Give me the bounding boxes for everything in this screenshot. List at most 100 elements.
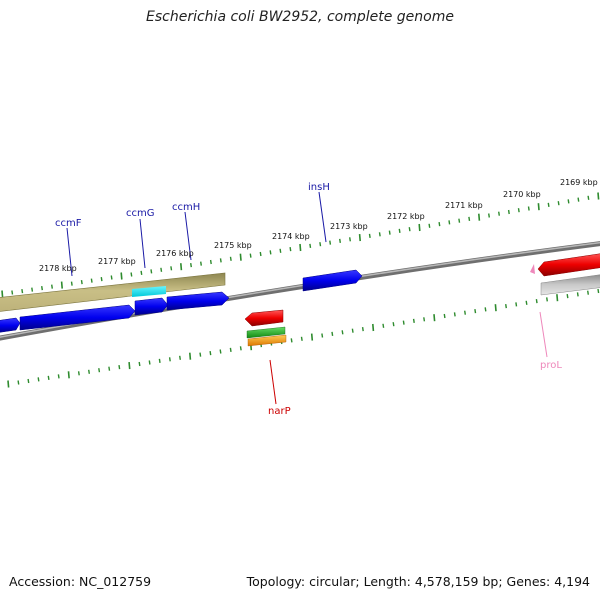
outer-track-major-tick bbox=[299, 243, 302, 252]
outer-track-major-tick bbox=[358, 234, 361, 242]
inner-track-minor-tick bbox=[351, 328, 354, 333]
inner-track-minor-tick bbox=[546, 297, 548, 302]
inner-track-major-tick bbox=[372, 323, 375, 332]
inner-track-minor-tick bbox=[402, 320, 405, 325]
ruler-label-2171: 2171 kbp bbox=[445, 201, 483, 210]
gene-blue-small-left[interactable] bbox=[0, 317, 21, 333]
outer-track-minor-tick bbox=[11, 290, 14, 295]
coordinate-tick-track-inner bbox=[7, 288, 600, 388]
gene-insH-blue[interactable] bbox=[302, 269, 363, 292]
outer-track-major-tick bbox=[180, 263, 183, 271]
ruler-label-2170: 2170 kbp bbox=[503, 190, 541, 199]
outer-track-minor-tick bbox=[269, 250, 272, 255]
gene-narP-green[interactable] bbox=[246, 326, 286, 339]
inner-track-minor-tick bbox=[98, 368, 101, 373]
inner-track-minor-tick bbox=[412, 318, 415, 324]
gene-proL-marker[interactable] bbox=[530, 264, 535, 274]
ruler-label-2174: 2174 kbp bbox=[272, 232, 310, 241]
inner-track-minor-tick bbox=[505, 303, 507, 309]
coordinate-tick-track-outer bbox=[1, 192, 600, 298]
inner-track-minor-tick bbox=[148, 360, 151, 365]
gene-ccmG-cyan-block[interactable] bbox=[132, 286, 166, 297]
outer-track-minor-tick bbox=[527, 206, 530, 211]
inner-track-major-tick bbox=[310, 333, 314, 341]
inner-track-minor-tick bbox=[443, 313, 446, 319]
outer-track-minor-tick bbox=[498, 211, 500, 216]
outer-track-minor-tick bbox=[140, 270, 143, 276]
outer-track-minor-tick bbox=[51, 284, 53, 289]
gene-red-right[interactable] bbox=[537, 253, 600, 277]
ruler-label-2176: 2176 kbp bbox=[156, 249, 194, 258]
gene-grey-right[interactable] bbox=[540, 274, 600, 296]
inner-track-minor-tick bbox=[515, 302, 518, 307]
outer-track-minor-tick bbox=[428, 223, 431, 228]
inner-track-minor-tick bbox=[453, 312, 456, 317]
ccmH-leader-line bbox=[184, 211, 192, 261]
outer-track-minor-tick bbox=[378, 232, 381, 237]
outer-track-minor-tick bbox=[289, 246, 292, 252]
inner-track-minor-tick bbox=[209, 350, 212, 356]
outer-track-minor-tick bbox=[21, 288, 24, 294]
outer-track-minor-tick bbox=[229, 256, 232, 261]
ruler-label-2169: 2169 kbp bbox=[560, 178, 598, 187]
outer-track-minor-tick bbox=[368, 233, 371, 239]
inner-track-minor-tick bbox=[138, 361, 141, 367]
ruler-label-2172: 2172 kbp bbox=[387, 212, 425, 221]
outer-track-minor-tick bbox=[507, 209, 510, 215]
outer-track-minor-tick bbox=[468, 216, 471, 222]
outer-track-minor-tick bbox=[388, 230, 391, 235]
outer-track-major-tick bbox=[597, 192, 600, 200]
outer-track-minor-tick bbox=[190, 262, 192, 268]
gene-blue-long[interactable] bbox=[19, 304, 136, 331]
ruler-label-2178: 2178 kbp bbox=[39, 264, 77, 273]
outer-track-minor-tick bbox=[309, 243, 312, 249]
outer-track-minor-tick bbox=[90, 278, 93, 283]
inner-track-minor-tick bbox=[321, 333, 324, 338]
outer-track-minor-tick bbox=[587, 195, 590, 200]
outer-track-minor-tick bbox=[547, 202, 550, 208]
inner-track-major-tick bbox=[67, 371, 70, 379]
gene-narP-orange[interactable] bbox=[247, 334, 287, 347]
outer-track-major-tick bbox=[418, 223, 421, 232]
inner-track-minor-tick bbox=[239, 346, 242, 351]
inner-track-minor-tick bbox=[219, 349, 222, 354]
outer-track-minor-tick bbox=[150, 269, 153, 274]
outer-track-minor-tick bbox=[259, 251, 262, 257]
inner-track-major-tick bbox=[189, 352, 192, 360]
gene-label-ccmH: ccmH bbox=[172, 202, 200, 213]
outer-track-minor-tick bbox=[398, 228, 401, 234]
inner-track-minor-tick bbox=[37, 377, 40, 382]
ccmG-leader-line bbox=[139, 218, 146, 269]
outer-track-minor-tick bbox=[329, 240, 332, 245]
inner-track-minor-tick bbox=[168, 357, 171, 362]
outer-track-minor-tick bbox=[408, 227, 411, 232]
outer-track-minor-tick bbox=[349, 237, 351, 242]
inner-track-minor-tick bbox=[361, 326, 364, 332]
outer-track-major-tick bbox=[120, 272, 123, 280]
inner-track-minor-tick bbox=[179, 355, 181, 360]
inner-track-minor-tick bbox=[484, 307, 487, 312]
inner-track-minor-tick bbox=[382, 323, 385, 328]
outer-track-minor-tick bbox=[160, 267, 163, 272]
gene-ccmF-olive-block[interactable] bbox=[0, 272, 226, 312]
inner-track-major-tick bbox=[7, 380, 10, 388]
outer-track-major-tick bbox=[478, 213, 481, 221]
inner-track-minor-tick bbox=[47, 375, 50, 381]
gene-ccmH-blue[interactable] bbox=[166, 291, 230, 311]
outer-track-minor-tick bbox=[567, 199, 570, 204]
inner-track-minor-tick bbox=[77, 371, 80, 376]
ruler-label-2177: 2177 kbp bbox=[98, 257, 136, 266]
inner-track-minor-tick bbox=[57, 374, 60, 379]
outer-track-major-tick bbox=[60, 281, 63, 289]
narP-leader-line bbox=[269, 359, 277, 405]
ruler-label-2173: 2173 kbp bbox=[330, 222, 368, 231]
inner-track-minor-tick bbox=[88, 369, 90, 374]
inner-track-minor-tick bbox=[158, 358, 161, 364]
outer-track-minor-tick bbox=[577, 197, 580, 202]
gene-label-insH: insH bbox=[308, 182, 330, 193]
outer-track-minor-tick bbox=[170, 266, 173, 271]
gene-narP-red[interactable] bbox=[244, 309, 284, 327]
inner-track-minor-tick bbox=[474, 308, 477, 314]
gene-ccmG-blue[interactable] bbox=[134, 297, 169, 316]
